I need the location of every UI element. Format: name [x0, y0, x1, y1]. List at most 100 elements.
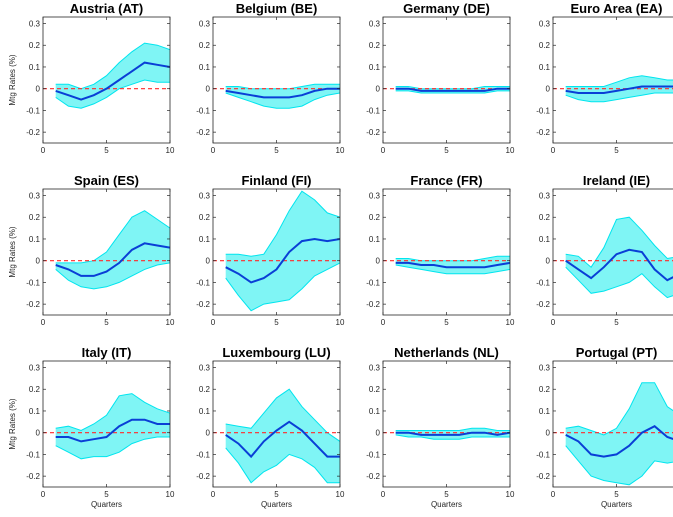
- panel-title: Germany (DE): [403, 1, 490, 16]
- y-tick-label: 0.3: [29, 364, 41, 373]
- panel-euro-area-ea: -0.2-0.100.10.20.30510Euro Area (EA): [536, 1, 673, 155]
- panel-belgium-be: -0.2 -0.1 0 0.1 0.2 0.3 0 5 10 Belgium (BE): [196, 1, 345, 155]
- y-tick-label: -0.1: [196, 278, 210, 287]
- x-axis-label: Quarters: [601, 500, 632, 509]
- y-tick-label: 0.1: [199, 407, 211, 416]
- panel-italy-it: -0.2 -0.1 0 0.1 0.2 0.3 0 5 10 Italy (IT) Mtg Rate…: [8, 345, 175, 509]
- confidence-band: [225, 389, 340, 483]
- band-upper-edge: [565, 382, 673, 436]
- y-tick-label: 0.1: [539, 407, 551, 416]
- y-axis-label: Mtg Rates (%): [8, 398, 17, 449]
- panel-title: Luxembourg (LU): [222, 345, 330, 360]
- y-tick-label: -0.1: [196, 450, 210, 459]
- x-tick-label: 5: [104, 490, 109, 499]
- band-lower-edge: [225, 447, 340, 484]
- y-tick-label: 0: [36, 429, 41, 438]
- band-lower-edge: [395, 264, 510, 275]
- x-tick-label: 10: [166, 146, 175, 155]
- y-tick-label: 0.2: [199, 213, 211, 222]
- y-tick-label: 0.3: [539, 20, 551, 29]
- y-tick-label: -0.2: [196, 128, 210, 137]
- x-tick-label: 0: [211, 318, 216, 327]
- y-tick-label: -0.1: [536, 106, 550, 115]
- y-tick-label: 0.3: [29, 20, 41, 29]
- band-lower-edge: [395, 434, 510, 440]
- y-tick-label: 0: [206, 257, 211, 266]
- plot-area: [383, 427, 510, 440]
- band-upper-edge: [55, 210, 170, 264]
- median-line: [395, 261, 510, 269]
- plot-area: [553, 382, 673, 486]
- median-line: [565, 425, 673, 458]
- x-tick-label: 0: [211, 490, 216, 499]
- band-lower-edge: [565, 266, 673, 299]
- y-tick-label: -0.1: [366, 106, 380, 115]
- x-tick-label: 10: [506, 146, 515, 155]
- y-tick-label: 0.3: [199, 20, 211, 29]
- y-tick-label: 0: [36, 257, 41, 266]
- axes-box: [382, 188, 511, 316]
- y-tick-label: 0.3: [369, 20, 381, 29]
- x-tick-label: 5: [104, 146, 109, 155]
- band-lower-edge: [55, 262, 170, 290]
- plot-area: [383, 86, 510, 94]
- panel-title: Italy (IT): [82, 345, 132, 360]
- band-upper-edge: [225, 388, 340, 442]
- y-tick-label: 0.2: [539, 213, 551, 222]
- y-axis-label: Mtg Rates (%): [8, 54, 17, 105]
- y-tick-label: -0.2: [26, 300, 40, 309]
- y-tick-label: -0.2: [536, 128, 550, 137]
- y-tick-label: 0.1: [199, 63, 211, 72]
- x-tick-label: 0: [41, 318, 46, 327]
- confidence-band: [225, 191, 340, 311]
- panel-title: Ireland (IE): [583, 173, 650, 188]
- y-tick-label: 0.2: [29, 213, 41, 222]
- y-tick-label: -0.2: [196, 300, 210, 309]
- panel-title: France (FR): [410, 173, 482, 188]
- plot-area: [213, 388, 340, 484]
- y-tick-label: 0.2: [539, 41, 551, 50]
- y-tick-label: -0.2: [536, 300, 550, 309]
- y-tick-label: -0.2: [366, 300, 380, 309]
- x-tick-label: 10: [336, 490, 345, 499]
- panel-france-fr: -0.2 -0.1 0 0.1 0.2 0.3 0 5 10 France (FR): [366, 173, 515, 327]
- y-tick-label: 0.2: [369, 385, 381, 394]
- x-tick-label: 0: [381, 490, 386, 499]
- median-line: [225, 420, 340, 459]
- y-tick-label: 0: [376, 429, 381, 438]
- x-tick-label: 10: [336, 318, 345, 327]
- median-line: [55, 61, 170, 101]
- x-tick-label: 5: [274, 318, 279, 327]
- confidence-band: [55, 43, 170, 109]
- y-tick-label: 0.1: [369, 63, 381, 72]
- median-line: [55, 242, 170, 277]
- y-tick-label: 0: [206, 85, 211, 94]
- x-tick-label: 0: [41, 490, 46, 499]
- y-tick-label: 0.3: [369, 364, 381, 373]
- x-tick-label: 5: [104, 318, 109, 327]
- median-line: [225, 237, 340, 284]
- y-tick-label: 0.2: [369, 41, 381, 50]
- median-line: [55, 418, 170, 443]
- x-tick-label: 10: [166, 318, 175, 327]
- confidence-band: [55, 393, 170, 459]
- y-tick-label: -0.1: [536, 278, 550, 287]
- x-tick-label: 10: [506, 318, 515, 327]
- x-tick-label: 0: [551, 490, 556, 499]
- confidence-band: [395, 428, 510, 440]
- x-tick-label: 10: [506, 490, 515, 499]
- y-tick-label: -0.1: [26, 278, 40, 287]
- band-lower-edge: [565, 445, 673, 486]
- band-lower-edge: [55, 436, 170, 460]
- x-tick-label: 10: [336, 146, 345, 155]
- plot-area: [383, 255, 510, 275]
- y-tick-label: -0.2: [536, 472, 550, 481]
- y-tick-label: 0: [206, 429, 211, 438]
- y-tick-label: 0.1: [29, 407, 41, 416]
- y-tick-label: -0.1: [196, 106, 210, 115]
- confidence-band: [225, 84, 340, 109]
- band-upper-edge: [225, 83, 340, 90]
- confidence-band: [55, 210, 170, 289]
- panel-title: Euro Area (EA): [571, 1, 663, 16]
- y-tick-label: 0: [376, 257, 381, 266]
